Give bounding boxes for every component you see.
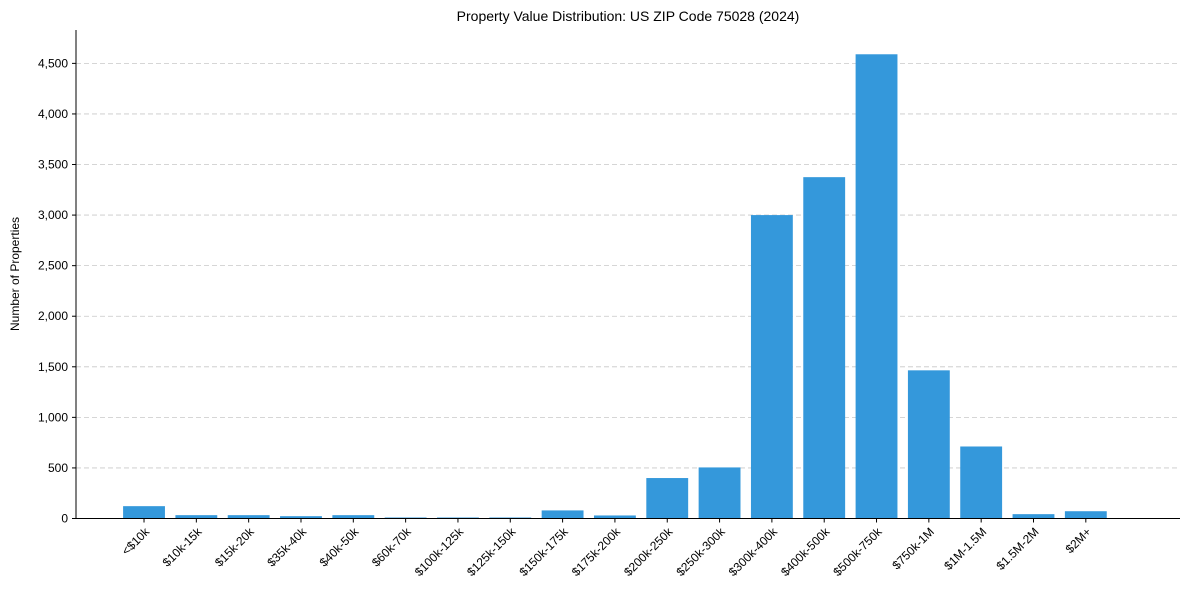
x-tick-label: $400k-500k <box>778 524 833 579</box>
x-tick-label: $150k-175k <box>516 524 571 579</box>
bar-15 <box>907 370 950 519</box>
x-tick-label: $15k-20k <box>212 524 258 570</box>
bar-2 <box>227 515 270 519</box>
bar-3 <box>280 516 322 519</box>
y-tick-label: 1,500 <box>38 360 68 374</box>
x-tick-label: $60k-70k <box>369 524 415 570</box>
bar-14 <box>855 54 898 519</box>
x-tick-label: $125k-150k <box>464 524 519 579</box>
x-tick-label: $200k-250k <box>621 524 676 579</box>
x-tick-label: $100k-125k <box>412 524 467 579</box>
y-tick-label: 1,000 <box>38 410 68 424</box>
bar-11 <box>698 467 741 519</box>
bar-4 <box>332 515 375 519</box>
bar-12 <box>750 215 793 519</box>
x-tick-label: $500k-750k <box>830 524 885 579</box>
x-tick-label: $40k-50k <box>317 524 363 570</box>
y-tick-label: 4,000 <box>38 107 68 121</box>
bar-8 <box>541 510 584 519</box>
y-tick-label: 4,500 <box>38 56 68 70</box>
x-tick-label: $1M-1.5M <box>941 525 989 573</box>
bar-1 <box>175 515 218 519</box>
y-tick-label: 2,500 <box>38 259 68 273</box>
bar-5 <box>384 517 427 519</box>
y-tick-label: 3,000 <box>38 208 68 222</box>
bar-6 <box>437 517 479 519</box>
bar-17 <box>1012 514 1055 519</box>
bar-18 <box>1064 511 1107 519</box>
y-tick-label: 3,500 <box>38 158 68 172</box>
bar-7 <box>489 517 532 519</box>
x-tick-label: $175k-200k <box>569 524 624 579</box>
x-tick-label: $250k-300k <box>673 524 728 579</box>
bar-16 <box>960 446 1003 519</box>
bar-13 <box>803 177 846 519</box>
x-tick-label: $35k-40k <box>264 524 310 570</box>
chart-title: Property Value Distribution: US ZIP Code… <box>457 8 800 24</box>
y-tick-label: 2,000 <box>38 309 68 323</box>
y-tick-label: 0 <box>61 512 68 526</box>
bar-9 <box>593 515 636 519</box>
x-tick-label: $750k-1M <box>889 525 937 573</box>
x-tick-label: $300k-400k <box>726 524 781 579</box>
x-tick-label: $1.5M-2M <box>994 525 1042 573</box>
x-tick-label: $10k-15k <box>160 524 206 570</box>
bar-0 <box>123 506 165 519</box>
bar-10 <box>646 478 689 519</box>
x-tick-label: $2M+ <box>1063 525 1094 556</box>
y-tick-label: 500 <box>48 461 68 475</box>
x-tick-label: <$10k <box>119 524 153 558</box>
y-axis-label: Number of Properties <box>8 217 22 331</box>
